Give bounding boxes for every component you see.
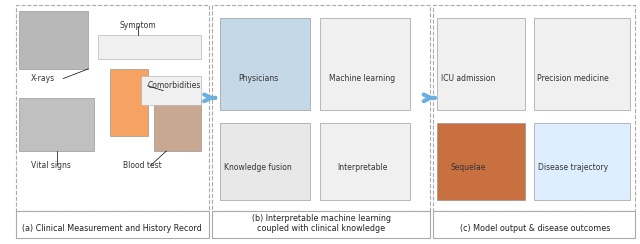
FancyBboxPatch shape [141, 76, 201, 105]
FancyBboxPatch shape [212, 5, 429, 211]
Text: Knowledge fusion: Knowledge fusion [225, 163, 292, 172]
Text: Interpretable: Interpretable [337, 163, 387, 172]
Text: (b) Interpretable machine learning
coupled with clinical knowledge: (b) Interpretable machine learning coupl… [252, 214, 390, 233]
FancyBboxPatch shape [220, 123, 310, 200]
FancyBboxPatch shape [97, 35, 201, 59]
Text: Symptom: Symptom [120, 21, 157, 30]
FancyBboxPatch shape [19, 11, 88, 69]
Text: Comorbidities: Comorbidities [148, 81, 201, 90]
FancyBboxPatch shape [154, 98, 201, 151]
Text: Precision medicine: Precision medicine [537, 74, 609, 83]
Text: (a) Clinical Measurement and History Record: (a) Clinical Measurement and History Rec… [22, 224, 202, 233]
FancyArrowPatch shape [424, 94, 435, 101]
FancyBboxPatch shape [437, 123, 525, 200]
Text: ICU admission: ICU admission [442, 74, 495, 83]
Text: (c) Model output & disease outcomes: (c) Model output & disease outcomes [460, 224, 611, 233]
Text: Sequelae: Sequelae [451, 163, 486, 172]
FancyBboxPatch shape [433, 211, 635, 238]
Text: Disease trajectory: Disease trajectory [538, 163, 608, 172]
Text: Physicians: Physicians [238, 74, 278, 83]
FancyBboxPatch shape [16, 211, 209, 238]
FancyBboxPatch shape [437, 18, 525, 110]
FancyBboxPatch shape [19, 98, 95, 151]
FancyBboxPatch shape [319, 123, 410, 200]
FancyBboxPatch shape [319, 18, 410, 110]
FancyBboxPatch shape [212, 211, 429, 238]
FancyBboxPatch shape [220, 18, 310, 110]
FancyBboxPatch shape [110, 69, 148, 136]
Text: X-rays: X-rays [31, 74, 55, 83]
FancyBboxPatch shape [534, 18, 630, 110]
FancyBboxPatch shape [433, 5, 635, 211]
Text: Vital signs: Vital signs [31, 161, 70, 170]
Text: Blood test: Blood test [123, 161, 161, 170]
Text: Machine learning: Machine learning [329, 74, 396, 83]
FancyArrowPatch shape [204, 94, 215, 101]
FancyBboxPatch shape [534, 123, 630, 200]
FancyBboxPatch shape [16, 5, 209, 211]
